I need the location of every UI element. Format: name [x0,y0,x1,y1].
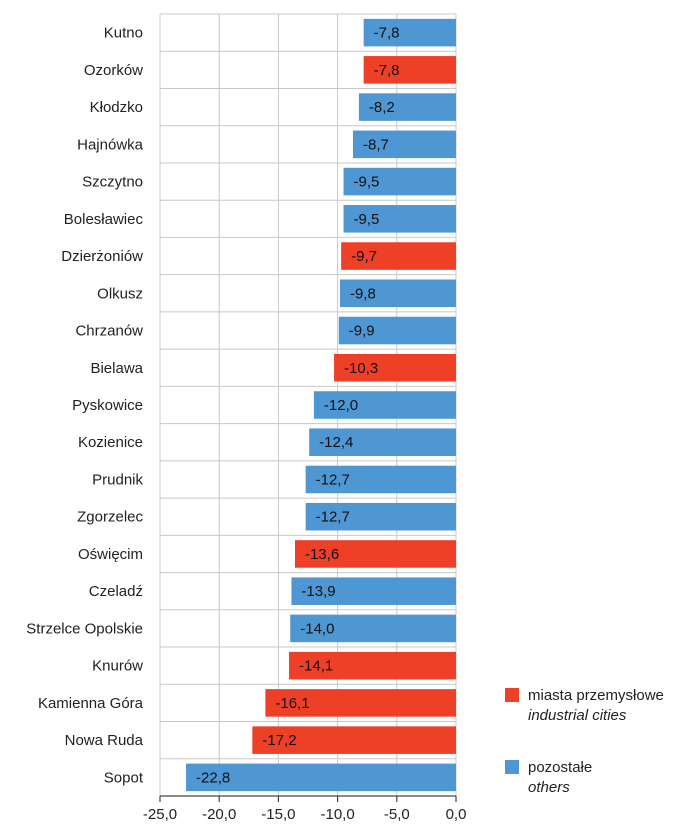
bar [309,428,456,457]
bar [290,614,456,643]
bar [334,353,456,382]
bar [291,577,456,605]
bar [339,279,456,308]
bar [313,391,456,419]
legend-label-industrial-pl: miasta przemysłowe [528,687,664,704]
value-label: -13,9 [301,583,335,600]
value-label: -12,7 [316,471,350,488]
bar [343,167,456,196]
bar [305,502,456,531]
value-label: -8,7 [363,136,389,153]
x-tick-label: -10,0 [320,806,354,823]
category-label: Hajnówka [77,136,144,153]
bar [341,242,456,270]
category-label: Pyskowice [72,397,143,414]
x-tick-label: -20,0 [202,806,236,823]
value-label: -16,1 [275,695,309,712]
bar [363,18,456,47]
category-label: Bielawa [90,360,143,377]
bar [305,465,456,494]
bar [343,205,456,233]
category-label: Szczytno [82,174,143,191]
legend-label-other-pl: pozostałe [528,759,593,776]
category-label: Bolesławiec [64,211,144,228]
category-label: Kłodzko [90,99,143,116]
value-label: -9,7 [351,248,377,265]
category-label: Olkusz [97,285,143,302]
legend-label-industrial-en: industrial cities [528,707,627,724]
legend-swatch-other [505,760,519,774]
value-label: -9,5 [354,211,380,228]
bar [363,56,456,84]
bar [294,540,456,568]
category-label: Strzelce Opolskie [26,620,143,637]
category-label: Chrzanów [75,323,143,340]
value-label: -9,9 [349,323,375,340]
category-label: Kamienna Góra [38,695,144,712]
category-label: Oświęcim [78,546,143,563]
x-tick-label: 0,0 [446,806,467,823]
bar [186,763,456,792]
category-label: Kutno [104,25,143,42]
category-label: Knurów [92,658,143,675]
x-tick-label: -5,0 [384,806,410,823]
value-label: -22,8 [196,769,230,786]
x-tick-label: -15,0 [261,806,295,823]
value-label: -17,2 [262,732,296,749]
value-label: -14,1 [299,658,333,675]
value-label: -13,6 [305,546,339,563]
bar [265,689,456,717]
value-label: -10,3 [344,360,378,377]
category-label: Kozienice [78,434,143,451]
value-label: -8,2 [369,99,395,116]
value-label: -9,8 [350,285,376,302]
legend-swatch-industrial [505,688,519,702]
value-label: -9,5 [354,174,380,191]
value-label: -12,0 [324,397,358,414]
x-tick-label: -25,0 [143,806,177,823]
value-label: -7,8 [374,25,400,42]
value-label: -14,0 [300,620,334,637]
value-label: -7,8 [374,62,400,79]
value-label: -12,7 [316,509,350,526]
bar [352,130,456,159]
category-label: Prudnik [92,471,143,488]
legend-label-other-en: others [528,779,570,796]
value-label: -12,4 [319,434,353,451]
category-label: Zgorzelec [77,509,143,526]
category-label: Sopot [104,769,144,786]
bar [358,93,456,121]
category-label: Ozorków [84,62,143,79]
category-label: Dzierżoniów [61,248,143,265]
bar [289,651,456,680]
bar [338,316,456,345]
category-label: Nowa Ruda [65,732,144,749]
bar [252,726,456,754]
category-label: Czeladź [89,583,143,600]
